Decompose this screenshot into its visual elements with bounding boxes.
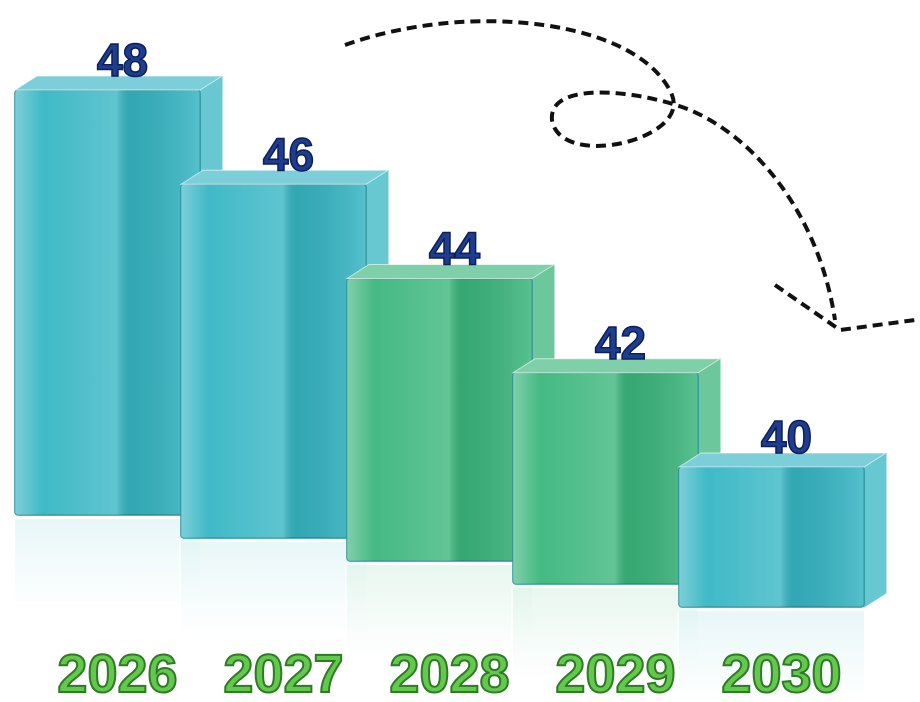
- bars: [13, 75, 888, 702]
- bar-top-shine: [15, 76, 222, 90]
- bar-top-shine: [513, 358, 720, 373]
- bar-top: [511, 358, 722, 374]
- x-tick-label: 2026: [57, 644, 177, 702]
- value-label: 40: [761, 411, 812, 463]
- x-tick-label: 2029: [555, 644, 675, 702]
- bar-side: [863, 452, 887, 608]
- x-tick-label: 2027: [223, 644, 343, 702]
- reflection-fade: [677, 611, 866, 702]
- bar-gloss: [679, 467, 864, 607]
- bar-top: [13, 75, 224, 91]
- bar-top-shine: [347, 264, 554, 279]
- reflection-fade: [179, 542, 368, 634]
- bar-top-shine: [181, 170, 388, 185]
- bar-top: [345, 264, 556, 279]
- bar-top: [677, 452, 888, 468]
- bar-gloss: [347, 278, 532, 561]
- reflection-fade: [345, 565, 534, 657]
- x-tick-label: 2030: [721, 644, 841, 702]
- value-label: 44: [429, 223, 481, 275]
- x-tick-label: 2028: [389, 644, 509, 702]
- bar-gloss: [181, 184, 366, 538]
- value-label: 46: [263, 128, 314, 180]
- bar-top: [179, 169, 390, 185]
- reflection-fade: [13, 519, 202, 611]
- arrow-decoration: [344, 19, 916, 333]
- bar-gloss: [15, 90, 200, 515]
- labels: 48 2026 46 2027 44 2028 42 2029 40 2030: [56, 33, 842, 702]
- bar-gloss: [513, 372, 698, 584]
- value-label: 48: [97, 34, 148, 86]
- bar-top-shine: [679, 453, 886, 467]
- reflection-fade: [511, 588, 700, 680]
- value-label: 42: [595, 317, 646, 369]
